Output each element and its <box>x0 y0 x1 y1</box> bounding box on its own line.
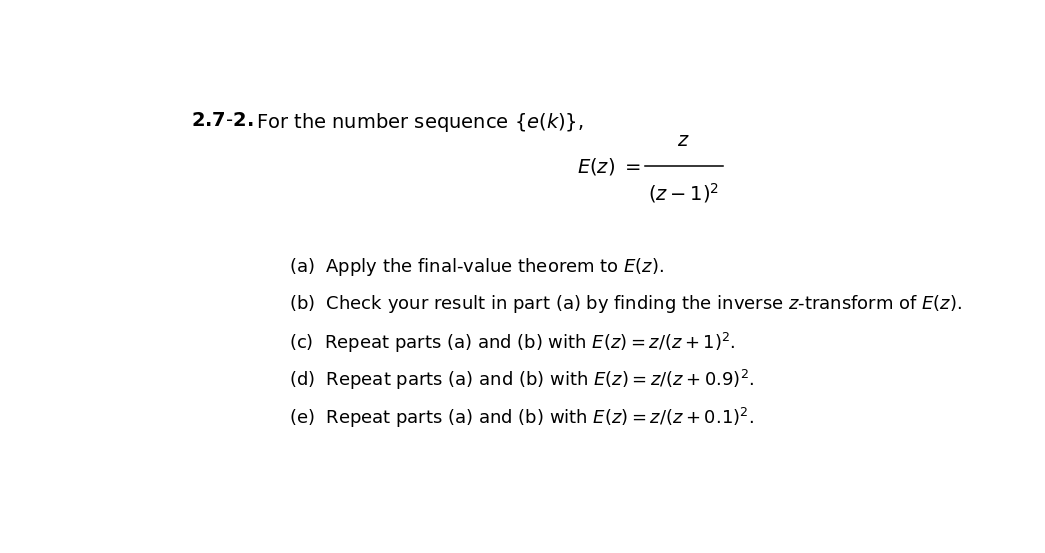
Text: $E(z)\ =$: $E(z)\ =$ <box>577 156 641 177</box>
Text: $\mathbf{2.7\mathbf{\text{-}}2.}$: $\mathbf{2.7\mathbf{\text{-}}2.}$ <box>191 111 254 130</box>
Text: (c)  Repeat parts (a) and (b) with $E(z) = z/(z + 1)^2$.: (c) Repeat parts (a) and (b) with $E(z) … <box>288 331 736 355</box>
Text: $(z-1)^2$: $(z-1)^2$ <box>648 181 719 205</box>
Text: (d)  Repeat parts (a) and (b) with $E(z) = z/(z + 0.9)^2$.: (d) Repeat parts (a) and (b) with $E(z) … <box>288 368 754 393</box>
Text: (e)  Repeat parts (a) and (b) with $E(z) = z/(z + 0.1)^2$.: (e) Repeat parts (a) and (b) with $E(z) … <box>288 406 753 430</box>
Text: For the number sequence $\{e(k)\},$: For the number sequence $\{e(k)\},$ <box>256 111 584 134</box>
Text: (b)  Check your result in part (a) by finding the inverse $z$-transform of $E(z): (b) Check your result in part (a) by fin… <box>288 293 961 315</box>
Text: $z$: $z$ <box>677 131 690 149</box>
Text: (a)  Apply the final-value theorem to $E(z)$.: (a) Apply the final-value theorem to $E(… <box>288 256 664 278</box>
